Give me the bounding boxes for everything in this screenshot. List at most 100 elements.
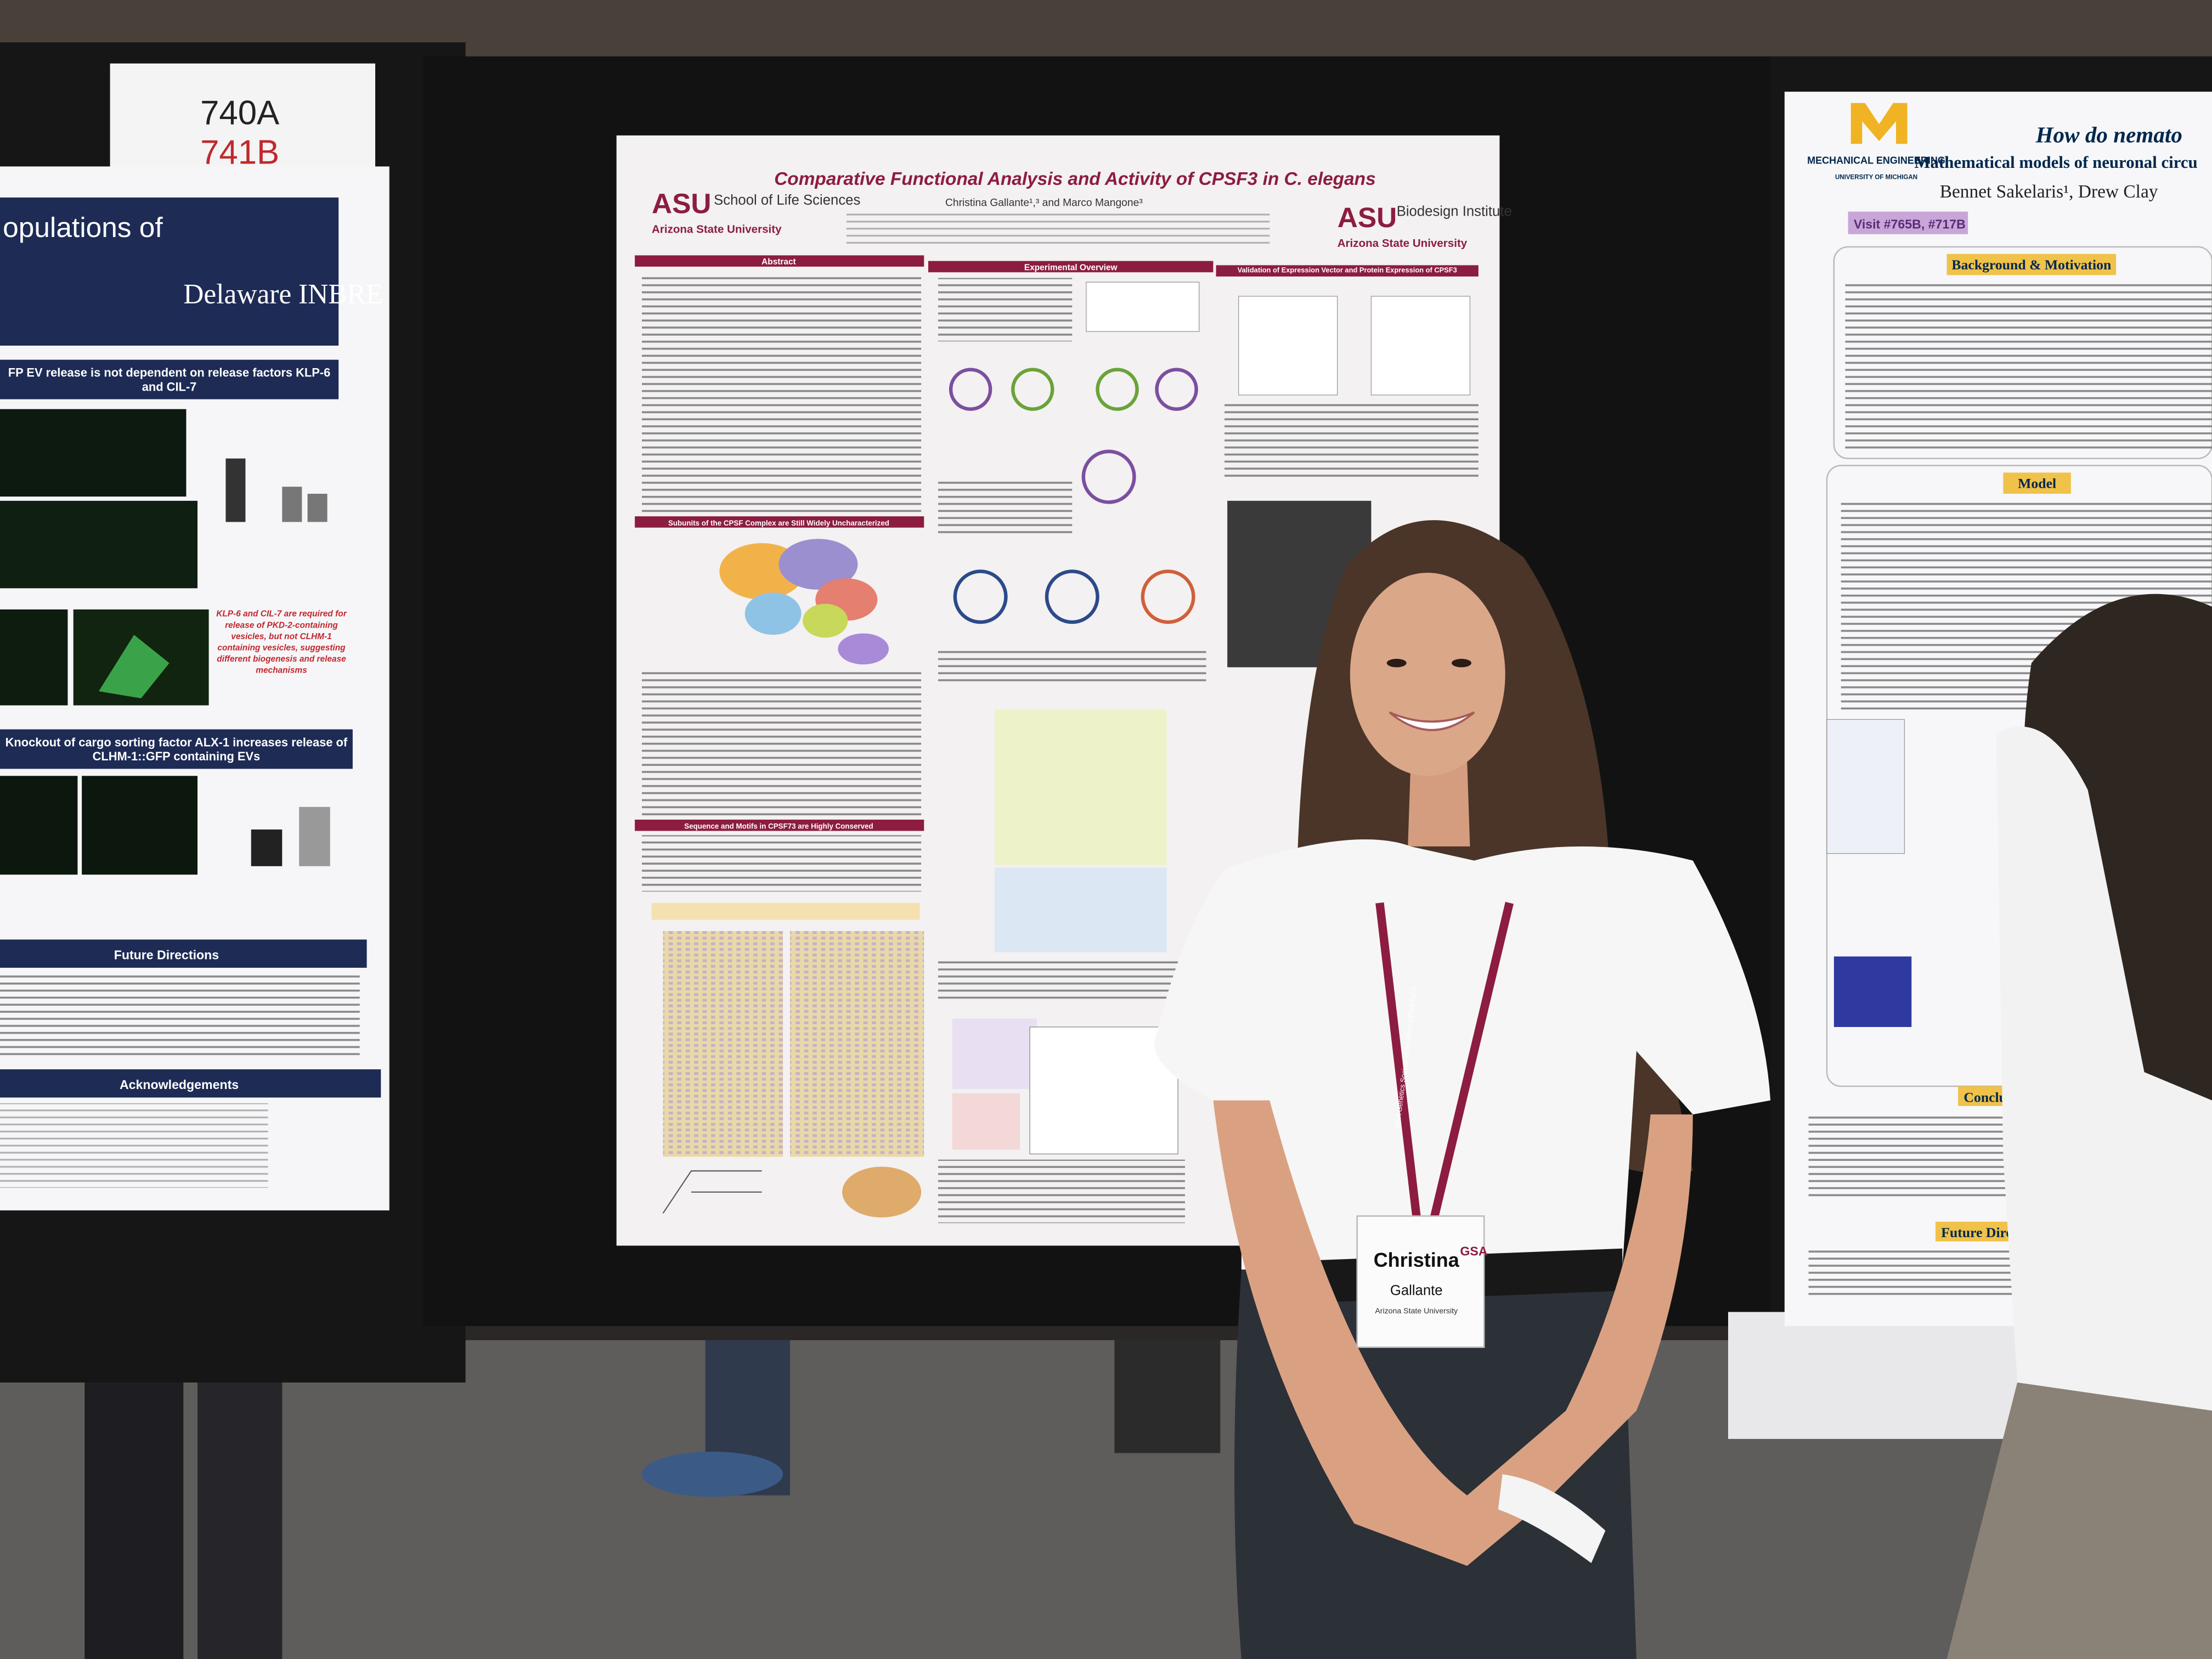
section-title: Abstract	[761, 257, 796, 267]
body-text	[1808, 1114, 2021, 1199]
asu-mark: ASU	[1338, 201, 1397, 233]
presenter-eye	[1386, 658, 1407, 668]
callout: KLP-6 and CIL-7 are required for release…	[216, 611, 347, 676]
figure-bar	[251, 830, 283, 866]
body-text	[938, 479, 1073, 537]
body-text	[938, 646, 1206, 681]
section-title: Background & Motivation	[1951, 257, 2111, 273]
section-header-text: Knockout of cargo sorting factor ALX-1 i…	[5, 735, 348, 764]
badge-affiliation: Arizona State University	[1375, 1306, 1458, 1315]
alignment	[663, 931, 783, 1157]
section-title: Validation of Expression Vector and Prot…	[1237, 267, 1457, 275]
section-title: Model	[2018, 476, 2056, 492]
presenter-arms	[1213, 1100, 1693, 1566]
body-text	[0, 1103, 268, 1188]
poster-title: How do nemato	[2035, 122, 2182, 148]
presenter-shirt	[1154, 839, 1771, 1270]
body-text	[642, 272, 922, 512]
poster-header	[0, 198, 339, 346]
section-header-text: Validation of Expression Vector and Prot…	[1237, 267, 1457, 275]
table-sign	[1728, 1312, 2024, 1439]
shoe	[642, 1452, 783, 1497]
figure-bar	[299, 806, 330, 866]
section-header	[0, 939, 367, 968]
plasmid	[1081, 449, 1136, 504]
structure	[842, 1166, 922, 1218]
poster-authors: Christina Gallante¹,³ and Marco Mangone³	[945, 197, 1143, 208]
section-title: Acknowledgements	[120, 1077, 239, 1092]
chromatogram	[1370, 296, 1471, 396]
plasmid	[1155, 368, 1198, 411]
plasmid	[1141, 569, 1195, 624]
microscopy	[0, 776, 78, 875]
plasmid	[1096, 368, 1139, 411]
presenter-eye	[1452, 658, 1471, 668]
body-text	[642, 670, 922, 819]
poster-subtitle: Mathematical models of neuronal circu	[1914, 153, 2197, 172]
section-title: Subunits of the CPSF Complex are Still W…	[668, 519, 889, 527]
unit-name: School of Life Sciences	[714, 193, 860, 208]
body-text	[1845, 282, 2212, 452]
figure	[952, 1093, 1020, 1150]
section-header	[0, 1069, 381, 1098]
section-header	[2003, 472, 2071, 494]
section-title: Future Directions	[114, 948, 219, 962]
microscopy	[0, 609, 68, 706]
protein-subunit	[803, 603, 848, 638]
body-text	[642, 835, 922, 892]
lanyard	[1375, 901, 1514, 1228]
section-title: Knockout of cargo sorting factor ALX-1 i…	[5, 735, 348, 764]
visit-tag	[1848, 211, 1968, 234]
visitor-legs	[84, 1383, 184, 1659]
poster-authors: Bennet Sakelaris¹, Drew Clay	[1940, 182, 2158, 202]
protein-subunit	[778, 539, 858, 590]
plasmid	[1011, 368, 1054, 411]
workflow-figure	[994, 867, 1167, 952]
unit-name: Biodesign Institute	[1397, 204, 1512, 219]
microscopy	[0, 409, 187, 497]
diagram	[1826, 719, 1905, 854]
plasmid	[953, 569, 1008, 624]
section-header-text: FP EV release is not dependent on releas…	[8, 365, 331, 394]
section-header	[0, 359, 339, 399]
body-text	[0, 973, 360, 1058]
university: UNIVERSITY OF MICHIGAN	[1835, 174, 1917, 181]
domain-diagram	[652, 902, 920, 920]
section-title: FP EV release is not dependent on releas…	[8, 365, 331, 394]
section-header	[635, 516, 924, 528]
tree	[662, 1170, 762, 1214]
body-text	[938, 1159, 1185, 1223]
figure-bar	[225, 458, 246, 522]
figure-bar	[282, 487, 302, 522]
badge-org: GSA	[1460, 1244, 1487, 1259]
presenter-face	[1350, 573, 1505, 776]
visitor-legs	[198, 1383, 283, 1659]
booth-number: 741B	[200, 133, 279, 171]
protein-subunit	[838, 633, 889, 665]
workflow-figure	[994, 709, 1167, 865]
visitor-legs	[1114, 1340, 1221, 1453]
scrunchie	[1498, 1474, 1606, 1564]
section-header	[0, 729, 353, 769]
section-box	[1833, 246, 2212, 459]
section-header	[1216, 265, 1479, 276]
university: Arizona State University	[1338, 237, 1468, 250]
section-title: Experimental Overview	[1024, 263, 1118, 272]
figure-bar	[307, 494, 328, 522]
presenter-neck	[1408, 761, 1470, 847]
affiliations	[846, 211, 1270, 246]
body-text	[1224, 400, 1479, 478]
department: MECHANICAL ENGINEERING	[1807, 155, 1945, 166]
poster-title: opulations of	[3, 211, 163, 243]
maze-figure	[1833, 956, 1912, 1027]
asu-mark: ASU	[652, 187, 712, 219]
microscopy	[0, 500, 198, 589]
body-text	[1808, 1247, 2021, 1298]
callout-text: KLP-6 and CIL-7 are required for release…	[216, 611, 347, 676]
plasmid	[1045, 569, 1099, 624]
microscopy	[82, 776, 198, 875]
alignment	[790, 931, 924, 1157]
michigan-logo	[1850, 103, 1908, 144]
